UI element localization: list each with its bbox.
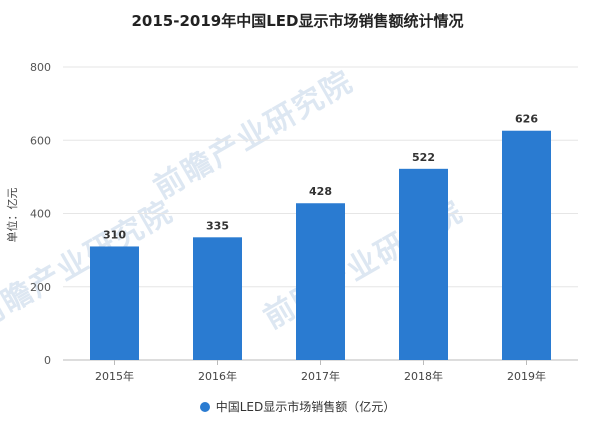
data-label: 310 [103, 228, 126, 241]
bar [296, 203, 345, 360]
x-tick-label: 2018年 [404, 369, 443, 383]
legend-label: 中国LED显示市场销售额（亿元） [215, 400, 396, 414]
legend-swatch [199, 402, 210, 412]
x-tick-label: 2016年 [198, 369, 237, 383]
data-label: 522 [412, 151, 435, 164]
y-tick-label: 0 [44, 354, 51, 367]
data-label: 335 [206, 219, 229, 232]
x-tick-label: 2015年 [95, 369, 134, 383]
legend: 中国LED显示市场销售额（亿元） [0, 398, 595, 415]
x-tick-label: 2019年 [507, 369, 546, 383]
bar [502, 130, 551, 360]
y-tick-label: 800 [30, 61, 51, 74]
x-tick-label: 2017年 [301, 369, 340, 383]
y-tick-label: 200 [30, 281, 51, 294]
data-label: 626 [515, 113, 538, 126]
bar [399, 168, 448, 360]
bar [90, 246, 139, 360]
y-tick-label: 400 [30, 208, 51, 221]
data-label: 428 [309, 185, 332, 198]
bar [193, 237, 242, 360]
chart-title: 2015-2019年中国LED显示市场销售额统计情况 [131, 12, 464, 30]
bar-chart: 0 200 400 600 800 310 2015年 335 2016年 428 2017年 522… [30, 61, 578, 383]
y-tick-label: 600 [30, 134, 51, 147]
